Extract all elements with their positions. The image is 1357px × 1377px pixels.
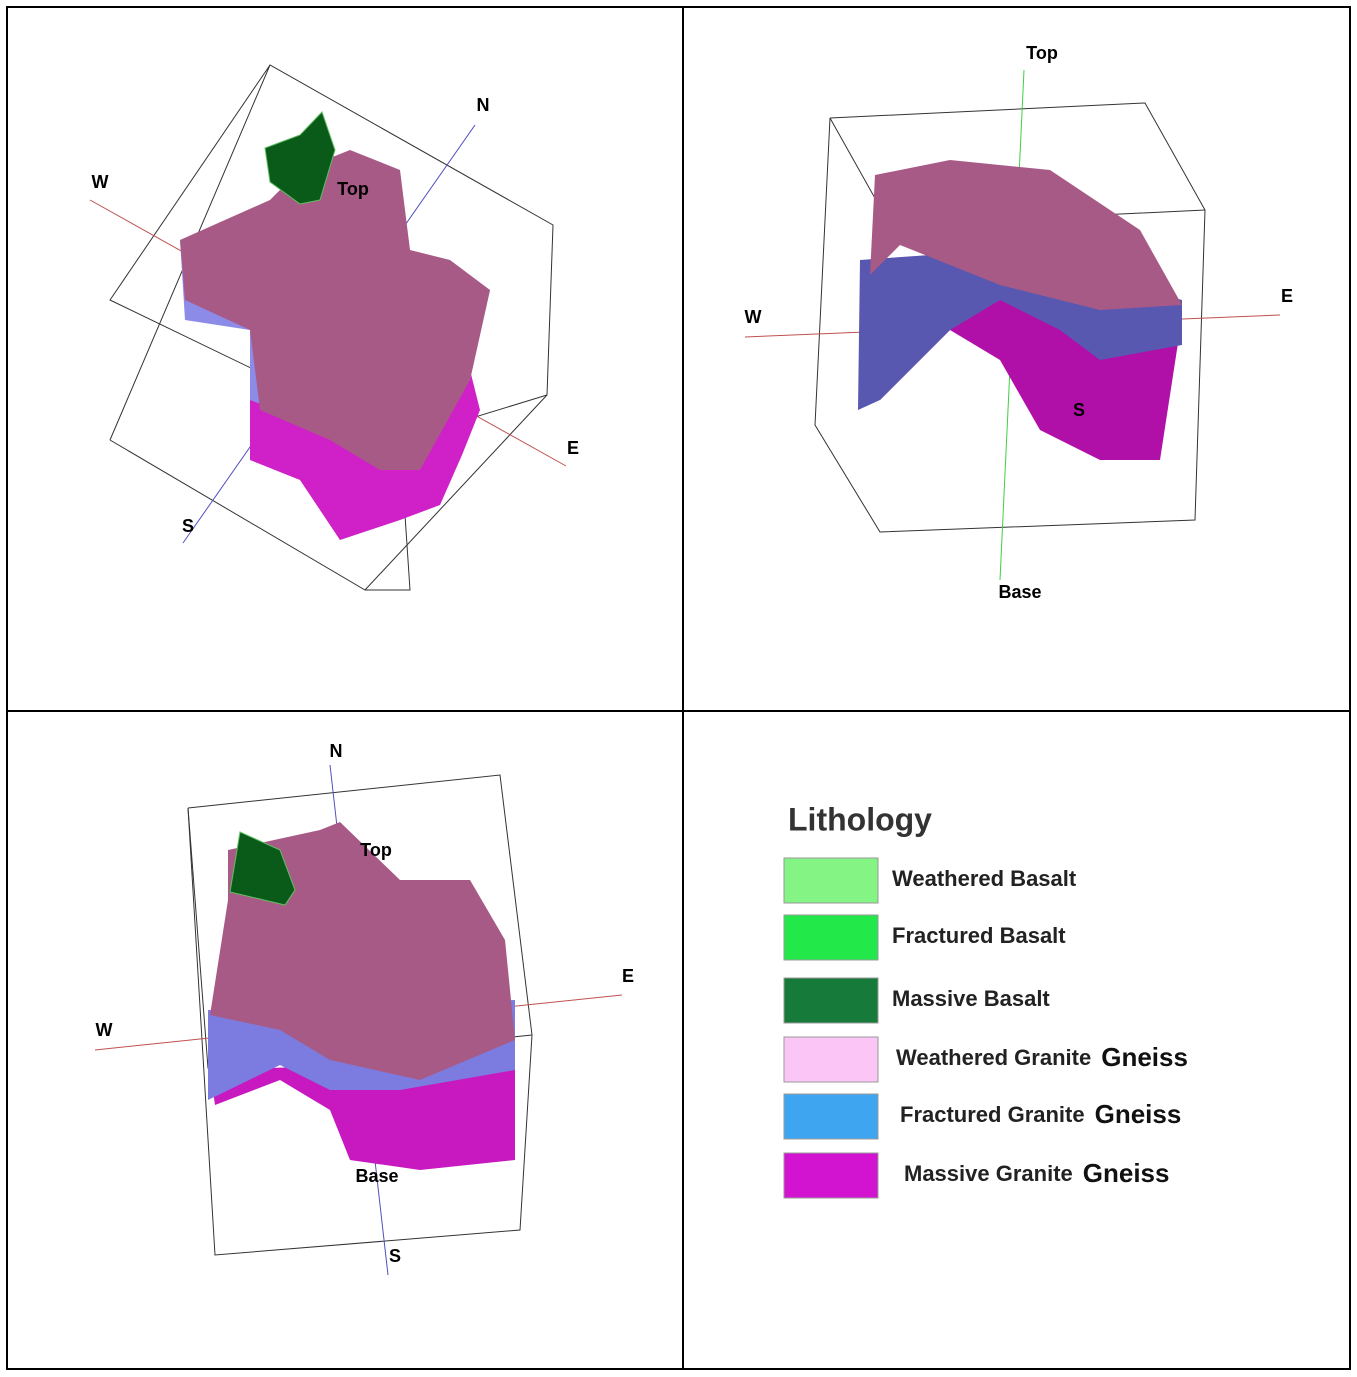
legend-title: Lithology — [788, 801, 932, 837]
legend-label: Massive Granite — [904, 1161, 1073, 1186]
direction-label: W — [745, 307, 762, 327]
legend-label: Weathered Basalt — [892, 866, 1077, 891]
direction-label: S — [389, 1246, 401, 1266]
direction-label: E — [567, 438, 579, 458]
legend-label: Massive Basalt — [892, 986, 1050, 1011]
legend-swatch — [784, 858, 878, 903]
legend-swatch — [784, 1094, 878, 1139]
direction-label: Base — [355, 1166, 398, 1186]
direction-label: N — [477, 95, 490, 115]
legend-label-suffix: Gneiss — [1101, 1042, 1188, 1072]
direction-label: Base — [998, 582, 1041, 602]
direction-label: Top — [337, 179, 369, 199]
legend-swatch — [784, 978, 878, 1023]
direction-label: E — [1281, 286, 1293, 306]
legend-label: Fractured Basalt — [892, 923, 1066, 948]
direction-label: Top — [1026, 43, 1058, 63]
direction-label: E — [622, 966, 634, 986]
legend-label-suffix: Gneiss — [1095, 1099, 1182, 1129]
legend: Lithology — [788, 801, 932, 837]
direction-label: S — [1073, 400, 1085, 420]
direction-label: S — [182, 516, 194, 536]
legend-swatch — [784, 915, 878, 960]
legend-label: Weathered Granite — [896, 1045, 1091, 1070]
legend-label: Fractured Granite — [900, 1102, 1085, 1127]
figure: Lithology W N E S Top Top W E S Base N Top E W Base S We… — [0, 0, 1357, 1372]
legend-swatch — [784, 1153, 878, 1198]
direction-label: N — [330, 741, 343, 761]
direction-label: Top — [360, 840, 392, 860]
legend-label-suffix: Gneiss — [1083, 1158, 1170, 1188]
direction-label: W — [96, 1020, 113, 1040]
direction-label: W — [92, 172, 109, 192]
legend-swatch — [784, 1037, 878, 1082]
